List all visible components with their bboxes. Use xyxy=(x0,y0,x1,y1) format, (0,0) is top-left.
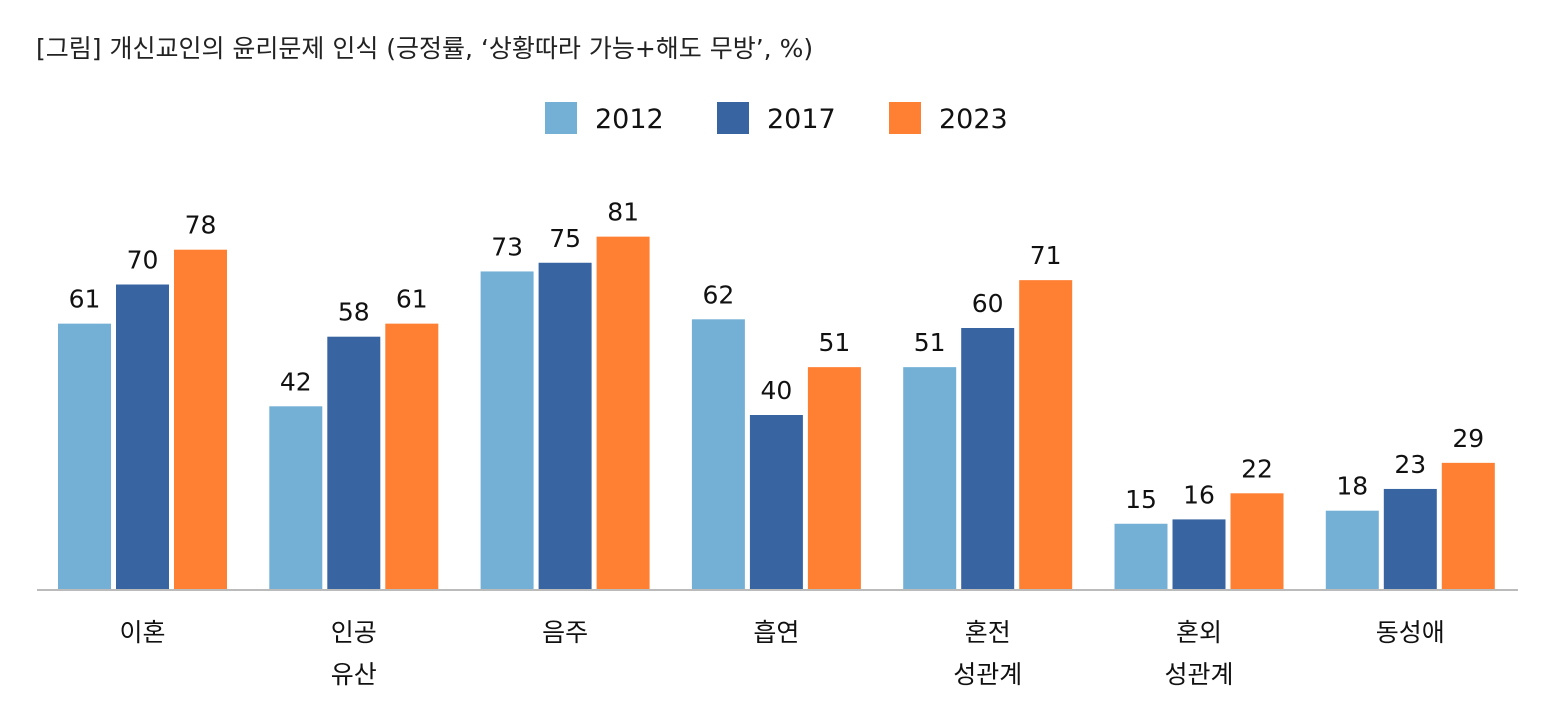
bar-2012-4 xyxy=(903,367,957,589)
bar-2023-5 xyxy=(1230,493,1284,589)
bar-2023-4 xyxy=(1019,280,1073,589)
data-label: 61 xyxy=(69,285,101,314)
data-label: 58 xyxy=(338,298,370,327)
bar-2023-3 xyxy=(807,367,861,589)
bar-2023-1 xyxy=(385,323,439,589)
legend-swatch-2012 xyxy=(545,102,577,134)
bar-2012-5 xyxy=(1114,523,1168,589)
data-label: 60 xyxy=(972,289,1004,318)
legend-label-2017: 2017 xyxy=(767,104,836,135)
data-label: 61 xyxy=(396,285,428,314)
bar-2023-6 xyxy=(1441,462,1495,589)
category-label: 혼외 xyxy=(1176,618,1222,647)
category-label: 음주 xyxy=(542,618,588,647)
category-label: 동성애 xyxy=(1376,618,1445,647)
bar-2023-0 xyxy=(174,249,227,589)
data-label: 16 xyxy=(1183,480,1215,509)
category-label: 이혼 xyxy=(119,618,165,647)
data-label: 18 xyxy=(1336,472,1368,501)
bar-2017-5 xyxy=(1172,519,1226,589)
chart-title: [그림] 개신교인의 윤리문제 인식 (긍정률, ‘상황따라 가능+해도 무방’… xyxy=(36,34,813,63)
category-label: 인공 xyxy=(331,618,377,647)
legend: 2012 2017 2023 xyxy=(545,102,1008,135)
data-label: 70 xyxy=(127,246,159,275)
bar-2017-4 xyxy=(961,328,1015,589)
legend-label-2023: 2023 xyxy=(939,104,1008,135)
data-label: 73 xyxy=(491,232,523,261)
legend-label-2012: 2012 xyxy=(595,104,664,135)
data-label: 75 xyxy=(549,224,581,253)
data-label: 40 xyxy=(760,376,792,405)
data-label: 42 xyxy=(280,367,312,396)
bar-2017-0 xyxy=(116,284,169,589)
category-label: 흡연 xyxy=(753,618,799,647)
bar-2012-1 xyxy=(269,406,323,589)
bar-2023-2 xyxy=(596,236,650,589)
bars: 61 70 78 42 58 61 73 75 81 62 40 51 51 60 71 15 16 22 18 23… xyxy=(58,198,1495,589)
data-label: 29 xyxy=(1452,424,1484,453)
data-label: 81 xyxy=(607,198,639,227)
data-label: 51 xyxy=(818,328,850,357)
data-label: 15 xyxy=(1125,485,1157,514)
data-label: 23 xyxy=(1394,450,1426,479)
bar-2012-3 xyxy=(691,319,745,589)
category-label: 유산 xyxy=(331,660,377,689)
legend-swatch-2017 xyxy=(717,102,749,134)
bar-2012-2 xyxy=(480,271,534,589)
data-label: 71 xyxy=(1030,241,1062,270)
bar-2012-6 xyxy=(1325,510,1379,589)
data-label: 51 xyxy=(914,328,946,357)
legend-swatch-2023 xyxy=(889,102,921,134)
bar-2012-0 xyxy=(58,323,111,589)
bar-2017-1 xyxy=(327,336,381,589)
data-label: 78 xyxy=(185,211,217,240)
bar-2017-2 xyxy=(538,262,592,589)
bar-2017-6 xyxy=(1383,488,1437,589)
data-label: 22 xyxy=(1241,454,1273,483)
bar-2017-3 xyxy=(749,415,803,589)
data-label: 62 xyxy=(702,280,734,309)
category-label: 혼전 xyxy=(965,618,1011,647)
category-label: 성관계 xyxy=(953,660,1022,689)
category-label: 성관계 xyxy=(1164,660,1233,689)
